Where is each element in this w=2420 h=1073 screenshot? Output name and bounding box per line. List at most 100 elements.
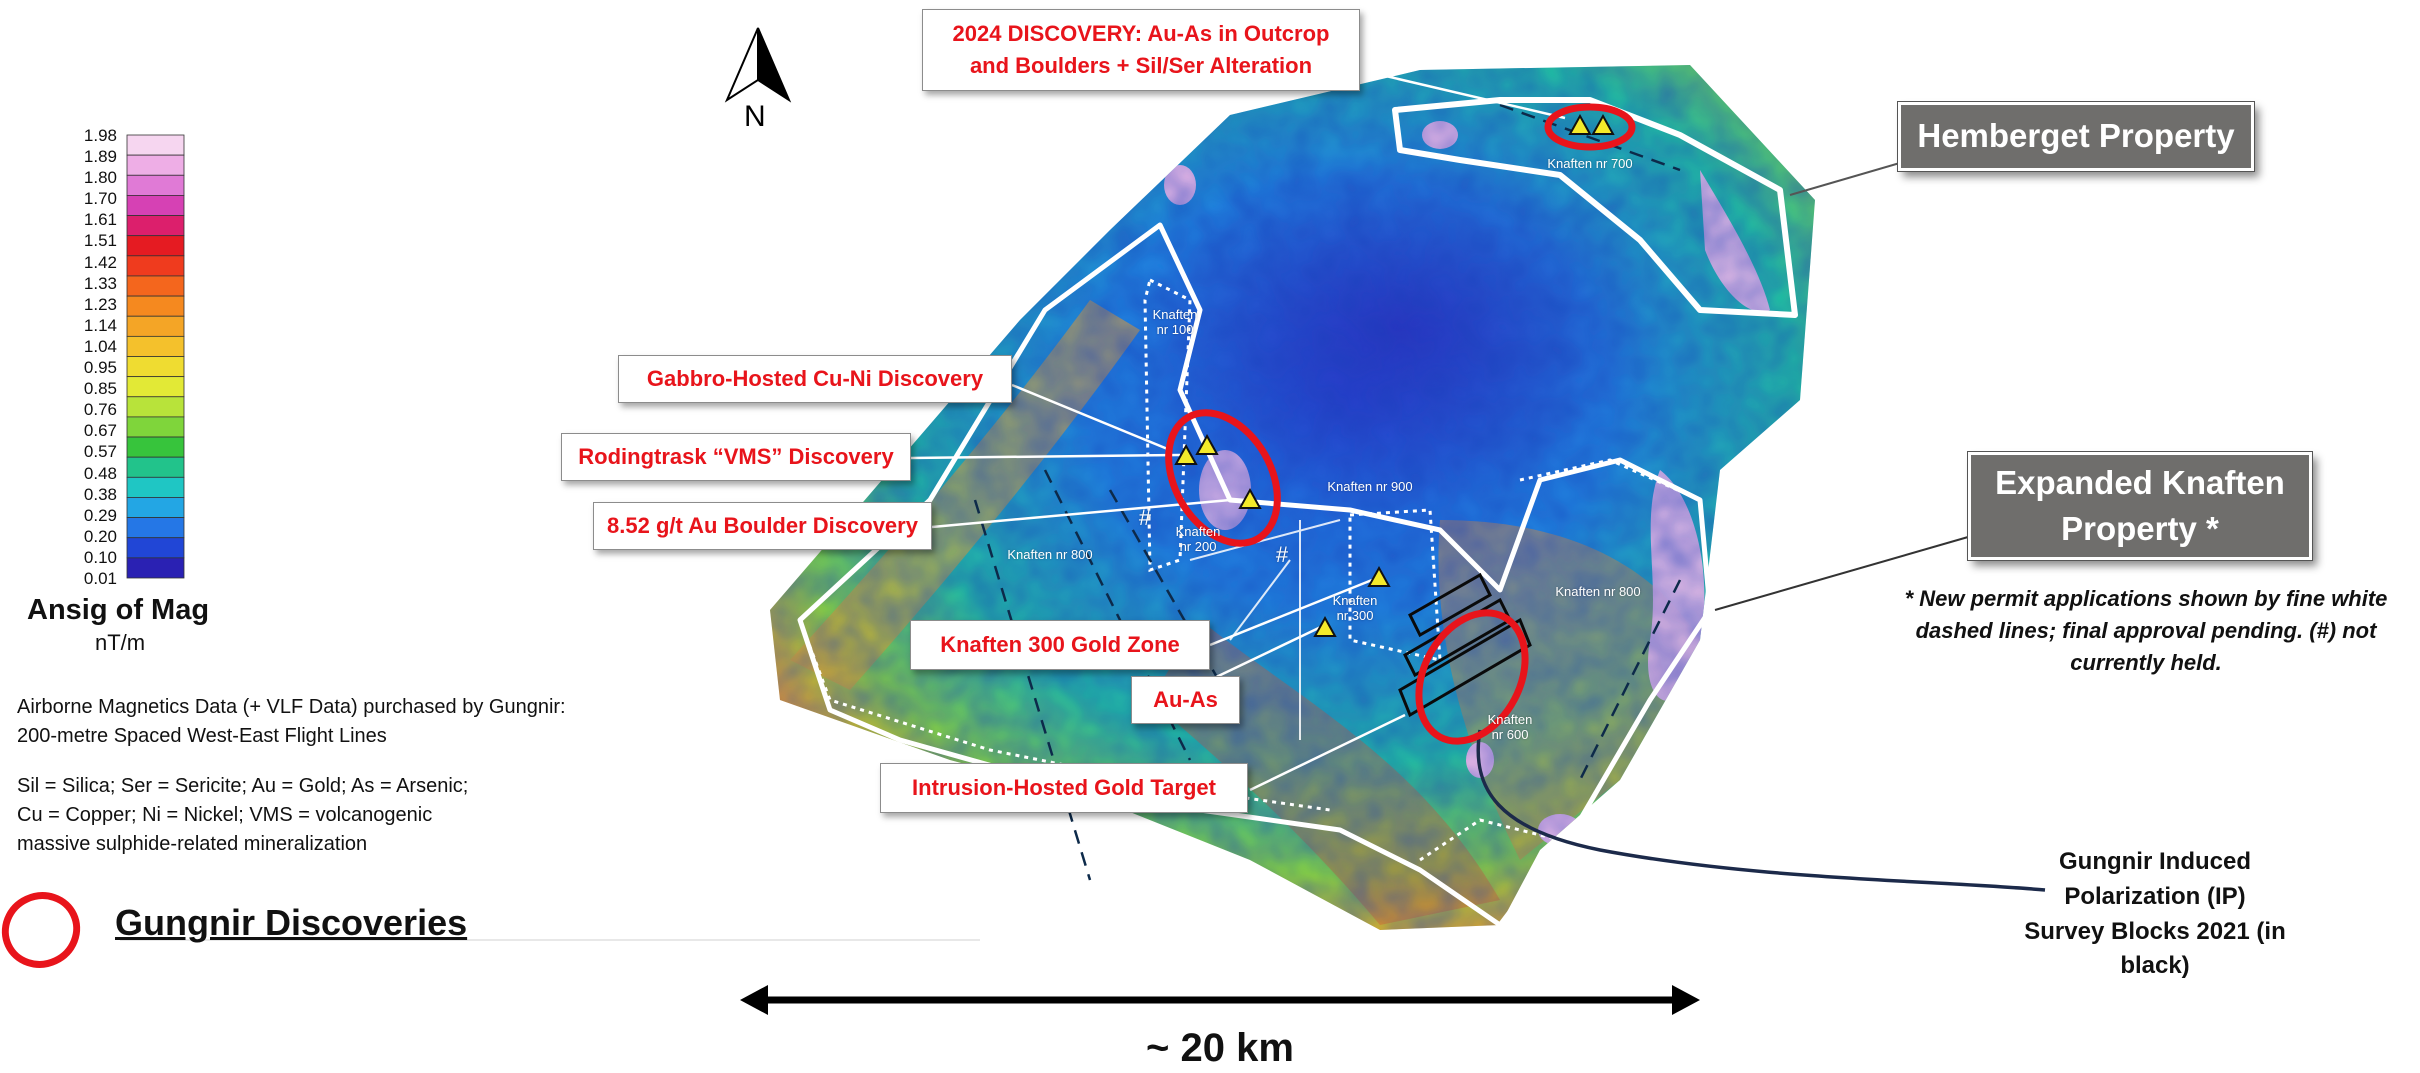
legend-color-swatch bbox=[126, 537, 185, 559]
expanded-knaften-property-box: Expanded Knaften Property * bbox=[1967, 451, 2313, 561]
callout-au-as-text: Au-As bbox=[1153, 687, 1218, 713]
legend-tick-label: 1.51 bbox=[83, 231, 117, 251]
legend-color-swatch bbox=[126, 154, 185, 176]
ip-survey-label: Gungnir Induced Polarization (IP) Survey… bbox=[2024, 848, 2286, 980]
legend-tick-label: 1.61 bbox=[83, 210, 117, 230]
legend-tick-label: 0.57 bbox=[83, 442, 117, 462]
legend-tick-label: 1.70 bbox=[83, 189, 117, 209]
legend-color-swatch bbox=[126, 134, 185, 156]
legend-tick-label: 0.85 bbox=[83, 379, 117, 399]
legend-color-swatch bbox=[126, 275, 185, 297]
legend-color-swatch bbox=[126, 295, 185, 317]
legend-color-swatch bbox=[126, 517, 185, 539]
legend-color-swatch bbox=[126, 235, 185, 257]
hash-mark: # bbox=[1138, 505, 1152, 530]
legend-tick-label: 1.89 bbox=[83, 147, 117, 167]
triangle-marker bbox=[1313, 615, 1337, 637]
scale-bar bbox=[740, 985, 1700, 1015]
abbreviations-note: Sil = Silica; Ser = Sericite; Au = Gold;… bbox=[17, 775, 469, 855]
triangle-marker bbox=[1174, 443, 1198, 465]
callout-gabbro: Gabbro-Hosted Cu-Ni Discovery bbox=[618, 355, 1012, 403]
legend-color-swatch bbox=[126, 335, 185, 357]
legend-tick-label: 0.10 bbox=[83, 547, 117, 567]
intrusion-ellipse bbox=[1415, 609, 1529, 745]
legend-color-swatch bbox=[126, 396, 185, 418]
legend-tick-label: 1.14 bbox=[83, 315, 117, 335]
callout-2024-discovery: 2024 DISCOVERY: Au-As in Outcrop and Bou… bbox=[922, 9, 1360, 91]
hemberget-leader bbox=[1789, 159, 1911, 196]
zone-label-nr900: Knaften nr 900 bbox=[1327, 479, 1413, 494]
gungnir-discoveries-legend: Gungnir Discoveries bbox=[115, 902, 468, 943]
discovery-2024-ellipse bbox=[1544, 103, 1636, 151]
legend-color-swatch bbox=[126, 315, 185, 337]
legend-color-swatch bbox=[126, 255, 185, 277]
zone-label-nr700: Knaften nr 700 bbox=[1547, 156, 1633, 171]
triangle-marker bbox=[1568, 113, 1592, 135]
expanded-knaften-property-label: Expanded Knaften Property * bbox=[1995, 463, 2285, 547]
callout-intrusion: Intrusion-Hosted Gold Target bbox=[880, 763, 1248, 813]
zone-label-nr800-west: Knaften nr 800 bbox=[1007, 547, 1093, 562]
callout-au-boulder: 8.52 g/t Au Boulder Discovery bbox=[593, 502, 932, 550]
legend-color-swatch bbox=[126, 195, 185, 216]
legend-tick-label: 0.20 bbox=[83, 526, 117, 546]
zone-label-nr800-east: Knaften nr 800 bbox=[1555, 584, 1641, 599]
legend-color-swatch bbox=[126, 456, 185, 478]
legend-title: Ansig of Mag bbox=[27, 594, 210, 626]
callout-rodingtrask-text: Rodingtrask “VMS” Discovery bbox=[578, 444, 894, 470]
legend-color-swatch bbox=[126, 356, 185, 378]
legend-color-swatch bbox=[126, 215, 185, 237]
callout-rodingtrask: Rodingtrask “VMS” Discovery bbox=[561, 433, 911, 481]
zone-label-nr600: Knaften nr 600 bbox=[1487, 712, 1533, 742]
callout-2024-discovery-text: 2024 DISCOVERY: Au-As in Outcrop and Bou… bbox=[952, 21, 1330, 78]
callout-au-as: Au-As bbox=[1131, 676, 1240, 724]
callout-au-boulder-text: 8.52 g/t Au Boulder Discovery bbox=[607, 513, 918, 539]
hash-mark: # bbox=[1275, 542, 1289, 567]
knaften-property-leader bbox=[1714, 534, 1976, 611]
callout-intrusion-text: Intrusion-Hosted Gold Target bbox=[912, 775, 1216, 801]
legend-color-swatch bbox=[126, 436, 185, 458]
legend-unit: nT/m bbox=[95, 630, 146, 655]
legend-tick-label: 0.95 bbox=[83, 358, 117, 378]
callout-leader-lines bbox=[909, 68, 1566, 792]
legend-color-swatch bbox=[126, 416, 185, 438]
triangle-marker bbox=[1195, 433, 1219, 455]
legend-tick-label: 1.42 bbox=[83, 252, 117, 272]
triangle-marker bbox=[1367, 565, 1391, 587]
zone-divider-lines bbox=[1189, 519, 1341, 740]
zone-label-nr100: Knaften nr 100 bbox=[1152, 307, 1198, 337]
triangle-marker bbox=[1238, 487, 1262, 509]
legend-tick-label: 0.67 bbox=[83, 421, 117, 441]
legend-tick-label: 0.76 bbox=[83, 400, 117, 420]
permit-note: * New permit applications shown by fine … bbox=[1904, 586, 2388, 675]
gungnir-discoveries-legend-ellipse bbox=[1, 892, 81, 968]
rodingtrask-ellipse bbox=[1165, 409, 1281, 547]
hemberget-property-box: Hemberget Property bbox=[1897, 101, 2255, 172]
structural-lineaments bbox=[973, 103, 1682, 881]
callout-gabbro-text: Gabbro-Hosted Cu-Ni Discovery bbox=[646, 366, 984, 392]
discovery-ellipses bbox=[1165, 103, 1636, 745]
ip-survey-leader bbox=[1476, 729, 2046, 892]
zone-label-nr300: Knaften nr 300 bbox=[1332, 593, 1378, 623]
legend-tick-label: 1.04 bbox=[83, 336, 117, 356]
legend-tick-label: 0.01 bbox=[83, 569, 117, 588]
zone-label-nr200: Knaften nr 200 bbox=[1175, 524, 1221, 554]
occurrence-triangles bbox=[1174, 113, 1615, 637]
legend-tick-label: 1.98 bbox=[83, 126, 117, 145]
legend-tick-label: 1.80 bbox=[83, 168, 117, 188]
airborne-note: Airborne Magnetics Data (+ VLF Data) pur… bbox=[17, 696, 566, 747]
north-label: N bbox=[744, 100, 766, 133]
legend-color-swatch bbox=[126, 497, 185, 518]
hemberget-boundary bbox=[1392, 97, 1798, 318]
legend-color-swatch bbox=[126, 557, 185, 579]
callout-knaften-300-text: Knaften 300 Gold Zone bbox=[940, 632, 1180, 658]
legend-tick-label: 0.38 bbox=[83, 484, 117, 504]
legend-tick-label: 0.29 bbox=[83, 505, 117, 525]
north-arrow-icon bbox=[724, 27, 792, 103]
legend-tick-label: 1.33 bbox=[83, 273, 117, 293]
triangle-marker bbox=[1591, 113, 1615, 135]
legend-color-swatch bbox=[126, 376, 185, 398]
legend-color-bar bbox=[126, 134, 185, 579]
legend-color-swatch bbox=[126, 476, 185, 498]
scale-label: ~ 20 km bbox=[1146, 1026, 1294, 1070]
